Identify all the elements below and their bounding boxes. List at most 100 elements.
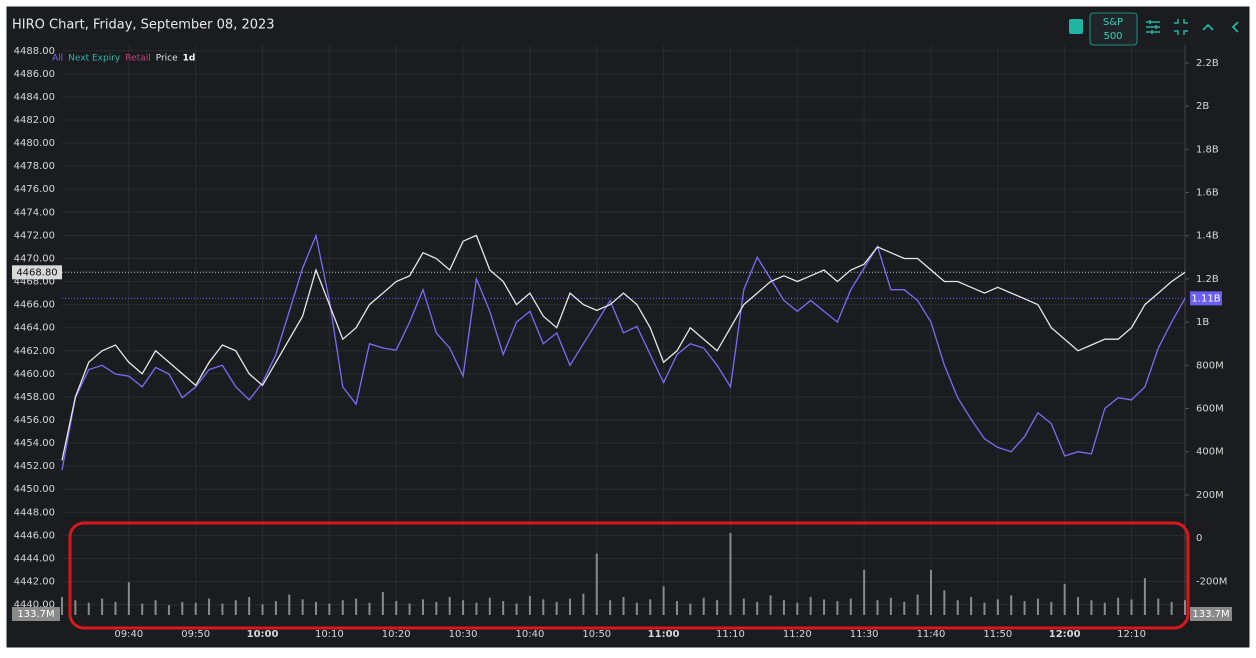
price-marker-box bbox=[12, 265, 62, 280]
x-tick-label: 11:40 bbox=[917, 629, 946, 640]
volume-bar bbox=[1157, 598, 1160, 615]
y-tick-label: 4444.00 bbox=[14, 553, 55, 564]
volume-bar bbox=[381, 592, 384, 615]
y2-tick-label: 800M bbox=[1196, 360, 1224, 371]
y2-tick-label: 1.2B bbox=[1196, 274, 1219, 285]
volume-bar bbox=[1130, 599, 1133, 615]
x-tick-label: 10:40 bbox=[516, 629, 545, 640]
collapse-icon[interactable] bbox=[1174, 19, 1188, 35]
y-tick-label: 4454.00 bbox=[14, 438, 55, 449]
volume-bar bbox=[475, 602, 478, 615]
hiro-marker-box bbox=[1190, 291, 1222, 306]
y2-tick-label: 400M bbox=[1196, 447, 1224, 458]
x-tick-label: 10:30 bbox=[449, 629, 478, 640]
volume-bar bbox=[1184, 600, 1186, 615]
settings-icon[interactable] bbox=[1146, 20, 1160, 34]
legend-entry: Retail bbox=[125, 54, 150, 64]
index-button-label: S&P bbox=[1103, 17, 1123, 28]
y-tick-label: 4482.00 bbox=[14, 115, 55, 126]
x-tick-label: 11:10 bbox=[716, 629, 745, 640]
volume-bar bbox=[849, 598, 852, 615]
y2-tick-label: 1.4B bbox=[1196, 231, 1219, 242]
volume-bar bbox=[956, 600, 959, 615]
volume-bar bbox=[943, 590, 946, 615]
volume-bar bbox=[502, 601, 505, 615]
volume-bar bbox=[769, 595, 772, 615]
y2-tick-label: 2B bbox=[1196, 101, 1209, 112]
volume-bar bbox=[836, 601, 839, 615]
volume-bar bbox=[181, 601, 184, 615]
volume-bar bbox=[1010, 595, 1013, 615]
index-button[interactable] bbox=[1089, 12, 1138, 46]
y-tick-label: 4458.00 bbox=[14, 392, 55, 403]
volume-bar bbox=[114, 601, 117, 615]
volume-bar bbox=[515, 603, 518, 615]
volume-bar bbox=[288, 594, 291, 615]
volume-bar bbox=[675, 601, 678, 615]
series-line bbox=[61, 234, 1186, 461]
volume-bar bbox=[194, 602, 197, 615]
volume-bar bbox=[221, 603, 224, 615]
volume-bar bbox=[996, 599, 999, 615]
volume-bar bbox=[1117, 597, 1120, 615]
x-tick-label: 10:10 bbox=[315, 629, 344, 640]
volume-label: 133.7M bbox=[1192, 609, 1229, 620]
y-tick-label: 4478.00 bbox=[14, 161, 55, 172]
volume-bar bbox=[1036, 598, 1039, 615]
volume-label-box bbox=[1190, 607, 1232, 621]
volume-bar bbox=[569, 598, 572, 615]
y2-tick-label: 0 bbox=[1196, 533, 1202, 544]
volume-bar bbox=[528, 596, 531, 615]
volume-bar bbox=[141, 603, 144, 615]
series-line bbox=[61, 233, 1186, 471]
volume-bar bbox=[408, 603, 411, 615]
x-tick-label: 10:00 bbox=[247, 629, 279, 640]
volume-bar bbox=[368, 602, 371, 615]
volume-bar bbox=[983, 602, 986, 615]
volume-bar bbox=[61, 596, 63, 615]
volume-bar bbox=[167, 605, 170, 615]
volume-bar bbox=[689, 603, 692, 615]
notes-icon[interactable] bbox=[1069, 19, 1083, 34]
y2-tick-label: -200M bbox=[1196, 576, 1227, 587]
volume-bar bbox=[970, 596, 973, 615]
volume-bar bbox=[1077, 596, 1080, 615]
volume-bar bbox=[1103, 602, 1106, 615]
y-tick-label: 4462.00 bbox=[14, 346, 55, 357]
volume-bar bbox=[622, 596, 625, 615]
y-tick-label: 4474.00 bbox=[14, 207, 55, 218]
volume-label-box bbox=[12, 607, 60, 621]
volume-bar bbox=[916, 594, 919, 615]
y-tick-label: 4466.00 bbox=[14, 300, 55, 311]
volume-bar bbox=[756, 601, 759, 615]
back-icon[interactable] bbox=[1231, 21, 1239, 33]
y-tick-label: 4480.00 bbox=[14, 138, 55, 149]
index-button-label: 500 bbox=[1103, 31, 1122, 42]
volume-bar bbox=[702, 597, 705, 615]
volume-bar bbox=[609, 600, 612, 615]
volume-bar bbox=[555, 601, 558, 615]
volume-bar bbox=[448, 596, 451, 615]
y-tick-label: 4468.00 bbox=[14, 277, 55, 288]
y2-tick-label: 1.8B bbox=[1196, 144, 1219, 155]
x-tick-label: 11:20 bbox=[783, 629, 812, 640]
volume-bar bbox=[208, 598, 211, 615]
volume-bar bbox=[127, 582, 130, 615]
x-tick-label: 12:10 bbox=[1117, 629, 1146, 640]
chart-title: HIRO Chart, Friday, September 08, 2023 bbox=[12, 18, 275, 33]
volume-bar bbox=[1170, 601, 1173, 615]
up-icon[interactable] bbox=[1202, 23, 1214, 31]
x-tick-label: 11:50 bbox=[983, 629, 1012, 640]
y-tick-label: 4470.00 bbox=[14, 253, 55, 264]
volume-bar bbox=[782, 600, 785, 615]
volume-bar bbox=[662, 586, 665, 615]
volume-bar bbox=[595, 553, 598, 615]
volume-bar bbox=[582, 593, 585, 615]
volume-bar bbox=[796, 602, 799, 615]
x-tick-label: 10:20 bbox=[382, 629, 411, 640]
volume-bar bbox=[395, 601, 398, 615]
volume-bar bbox=[876, 600, 879, 615]
x-tick-label: 09:40 bbox=[114, 629, 143, 640]
highlight-box bbox=[68, 521, 1190, 630]
legend-entry: Next Expiry bbox=[68, 54, 121, 64]
